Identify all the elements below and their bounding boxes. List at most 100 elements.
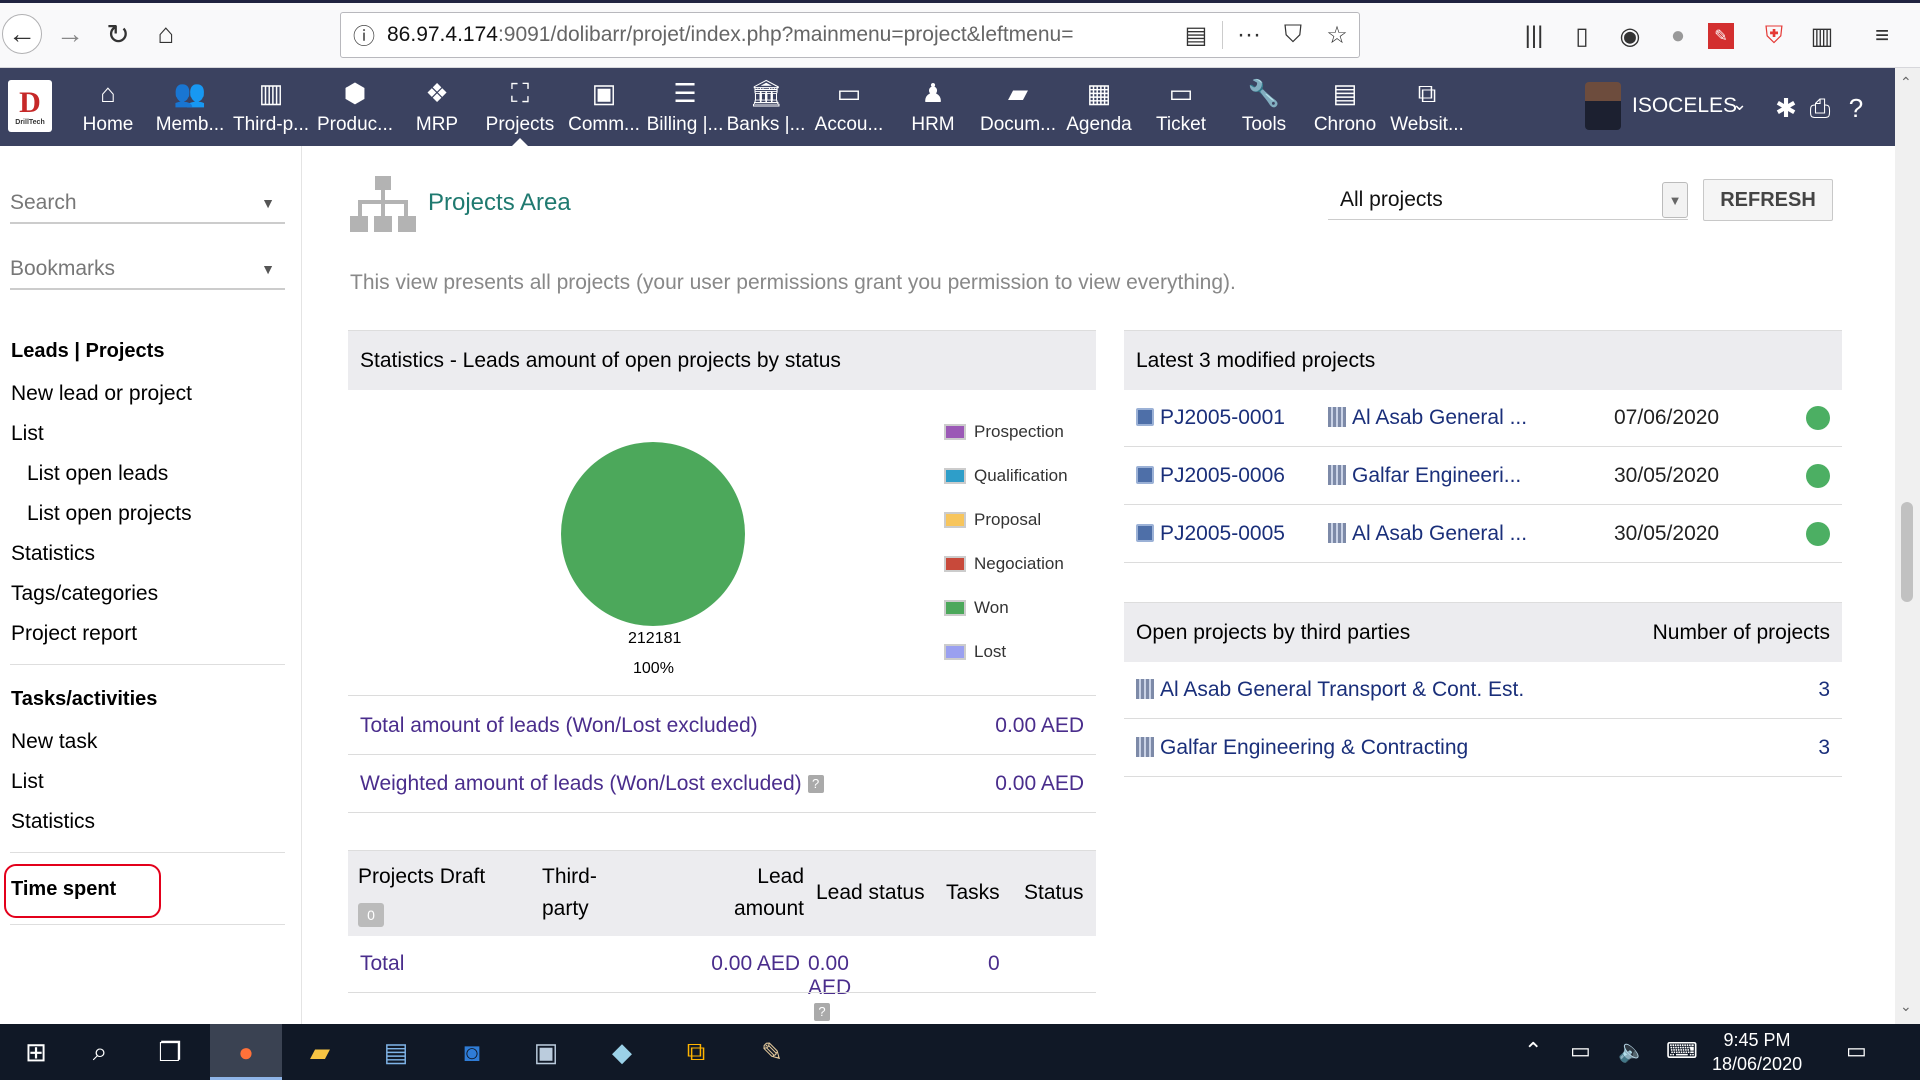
- menu-banks[interactable]: 🏛 Banks |...: [726, 78, 806, 135]
- sidebar-item-task-statistics[interactable]: Statistics: [11, 810, 96, 833]
- company-logo[interactable]: D DrillTech: [8, 80, 52, 132]
- more-icon[interactable]: ···: [1237, 21, 1261, 48]
- bookmarks-select[interactable]: Bookmarks ▼: [10, 250, 285, 290]
- paint-icon[interactable]: ✎: [761, 1036, 783, 1067]
- menu-billing[interactable]: ☰ Billing |...: [646, 78, 724, 135]
- divider: [348, 695, 1096, 696]
- sidebar-item-tags[interactable]: Tags/categories: [11, 582, 159, 605]
- outlook-icon[interactable]: ◙: [464, 1036, 480, 1067]
- file-explorer-icon[interactable]: ▰: [310, 1036, 330, 1067]
- chevron-up-icon[interactable]: ⌃: [1524, 1038, 1543, 1063]
- chevron-down-icon[interactable]: ▼: [1662, 182, 1688, 218]
- menu-agenda[interactable]: ▦ Agenda: [1066, 78, 1132, 135]
- sidebar-section-leads-projects[interactable]: Leads | Projects: [11, 340, 165, 362]
- reader-view-icon[interactable]: ▤: [1184, 21, 1208, 49]
- forward-arrow-icon[interactable]: →: [56, 18, 84, 49]
- menu-commerce[interactable]: ▣ Comm...: [568, 78, 640, 135]
- shield-extension-icon[interactable]: ⛨: [1765, 22, 1783, 49]
- windows-start-icon[interactable]: ⊞: [25, 1036, 47, 1067]
- menu-members[interactable]: 👥 Memb...: [155, 78, 225, 135]
- thirdparty-link[interactable]: Galfar Engineeri...: [1328, 464, 1521, 488]
- sidebar-item-list-open-leads[interactable]: List open leads: [27, 462, 169, 485]
- total-leads-label[interactable]: Total amount of leads (Won/Lost excluded…: [360, 714, 758, 737]
- barcode-icon[interactable]: ▥: [1810, 22, 1834, 50]
- remote-desktop-icon[interactable]: ▣: [533, 1036, 559, 1067]
- flash-extension-icon[interactable]: ✎: [1708, 23, 1734, 49]
- sidebar-item-statistics[interactable]: Statistics: [11, 542, 96, 565]
- help-icon[interactable]: ?: [1848, 93, 1864, 123]
- firefox-icon[interactable]: ●: [210, 1024, 282, 1080]
- menu-accounting[interactable]: ▭ Accou...: [814, 78, 884, 135]
- sidebar-item-list[interactable]: List: [11, 422, 44, 445]
- user-name[interactable]: ISOCELES: [1632, 94, 1738, 117]
- project-count-link[interactable]: 3: [1818, 678, 1830, 701]
- home-icon: ⌂: [100, 78, 116, 108]
- search-icon[interactable]: ⌕: [92, 1036, 108, 1066]
- thirdparty-link[interactable]: Galfar Engineering & Contracting: [1136, 736, 1468, 760]
- volume-icon[interactable]: 🔈: [1618, 1038, 1646, 1063]
- thirdparty-link[interactable]: Al Asab General ...: [1328, 406, 1527, 430]
- weighted-leads-label[interactable]: Weighted amount of leads (Won/Lost exclu…: [360, 772, 824, 796]
- bookmark-star-icon[interactable]: ☆: [1326, 21, 1348, 49]
- print-icon[interactable]: ⎙: [1809, 93, 1831, 123]
- project-ref-link[interactable]: PJ2005-0005: [1136, 522, 1285, 546]
- sidebar-item-new-task[interactable]: New task: [11, 730, 98, 753]
- avatar[interactable]: [1585, 82, 1621, 130]
- task-view-icon[interactable]: ❐: [158, 1036, 182, 1067]
- info-icon[interactable]: ⓘ: [352, 24, 375, 49]
- menu-documents[interactable]: ▰ Docum...: [979, 78, 1057, 135]
- menu-projects[interactable]: ⛶ Projects: [482, 68, 558, 146]
- vertical-scrollbar[interactable]: ⌃ ⌄: [1895, 68, 1920, 1024]
- keyboard-icon[interactable]: ⌨: [1666, 1038, 1698, 1063]
- menu-website[interactable]: ⧉ Websit...: [1390, 78, 1464, 135]
- project-ref-link[interactable]: PJ2005-0006: [1136, 464, 1285, 488]
- control-panel-icon[interactable]: ▤: [383, 1036, 409, 1067]
- url-bar[interactable]: ⓘ 86.97.4.174:9091/dolibarr/projet/index…: [340, 12, 1360, 58]
- bug-icon[interactable]: ✱: [1775, 93, 1797, 123]
- thirdparty-link[interactable]: Al Asab General ...: [1328, 522, 1527, 546]
- library-icon[interactable]: |||: [1524, 22, 1544, 49]
- menu-third-parties[interactable]: ▥ Third-p...: [232, 78, 310, 135]
- sidebar-item-new-lead[interactable]: New lead or project: [11, 382, 192, 405]
- url-text[interactable]: 86.97.4.174:9091/dolibarr/projet/index.p…: [387, 23, 1074, 46]
- menu-ticket[interactable]: ▭ Ticket: [1156, 78, 1206, 135]
- reload-icon[interactable]: ↻: [106, 18, 130, 50]
- menu-chrono[interactable]: ▤ Chrono: [1313, 78, 1377, 135]
- extension-icon[interactable]: ●: [1670, 22, 1686, 49]
- chevron-down-icon[interactable]: ⌄: [1732, 94, 1748, 114]
- help-icon[interactable]: ?: [814, 1003, 830, 1022]
- menu-tools[interactable]: 🔧 Tools: [1241, 78, 1287, 135]
- caret-down-icon: ▼: [261, 261, 275, 277]
- menu-home[interactable]: ⌂ Home: [82, 78, 134, 135]
- menu-hrm[interactable]: ♟ HRM: [911, 78, 955, 135]
- hamburger-menu-icon[interactable]: ≡: [1874, 22, 1889, 49]
- project-ref-link[interactable]: PJ2005-0001: [1136, 406, 1285, 430]
- pocket-icon[interactable]: ⛉: [1284, 21, 1302, 48]
- sidebar-section-tasks[interactable]: Tasks/activities: [11, 688, 158, 710]
- thirdparty-link[interactable]: Al Asab General Transport & Cont. Est.: [1136, 678, 1524, 702]
- scroll-up-icon[interactable]: ⌃: [1900, 74, 1912, 90]
- back-arrow-icon[interactable]: ←: [2, 14, 42, 54]
- refresh-button[interactable]: REFRESH: [1703, 179, 1833, 221]
- sidebar-toggle-icon[interactable]: ▯: [1575, 22, 1589, 50]
- sidebar-item-list-open-projects[interactable]: List open projects: [27, 502, 192, 525]
- search-select[interactable]: Search ▼: [10, 184, 285, 224]
- sidebar-item-task-list[interactable]: List: [11, 770, 44, 793]
- scroll-thumb[interactable]: [1901, 502, 1913, 602]
- sidebar-section-time-spent[interactable]: Time spent: [11, 878, 117, 900]
- battery-icon[interactable]: ▭: [1570, 1038, 1591, 1063]
- sidebar-item-project-report[interactable]: Project report: [11, 622, 138, 645]
- account-icon[interactable]: ◉: [1619, 22, 1641, 50]
- project-date: 30/05/2020: [1614, 522, 1720, 545]
- home-icon[interactable]: ⌂: [157, 18, 175, 49]
- project-filter-select[interactable]: All projects ▼: [1328, 180, 1688, 220]
- menu-mrp[interactable]: ❖ MRP: [415, 78, 459, 135]
- help-icon[interactable]: ?: [807, 775, 824, 794]
- virtualbox-icon[interactable]: ⧉: [686, 1036, 706, 1066]
- notifications-icon[interactable]: ▭: [1846, 1038, 1867, 1063]
- notes-app-icon[interactable]: ◆: [612, 1036, 632, 1067]
- project-count-link[interactable]: 3: [1818, 736, 1830, 759]
- menu-products[interactable]: ⬢ Produc...: [316, 78, 394, 135]
- taskbar-clock[interactable]: 9:45 PM 18/06/2020: [1712, 1030, 1803, 1074]
- scroll-down-icon[interactable]: ⌄: [1900, 998, 1912, 1014]
